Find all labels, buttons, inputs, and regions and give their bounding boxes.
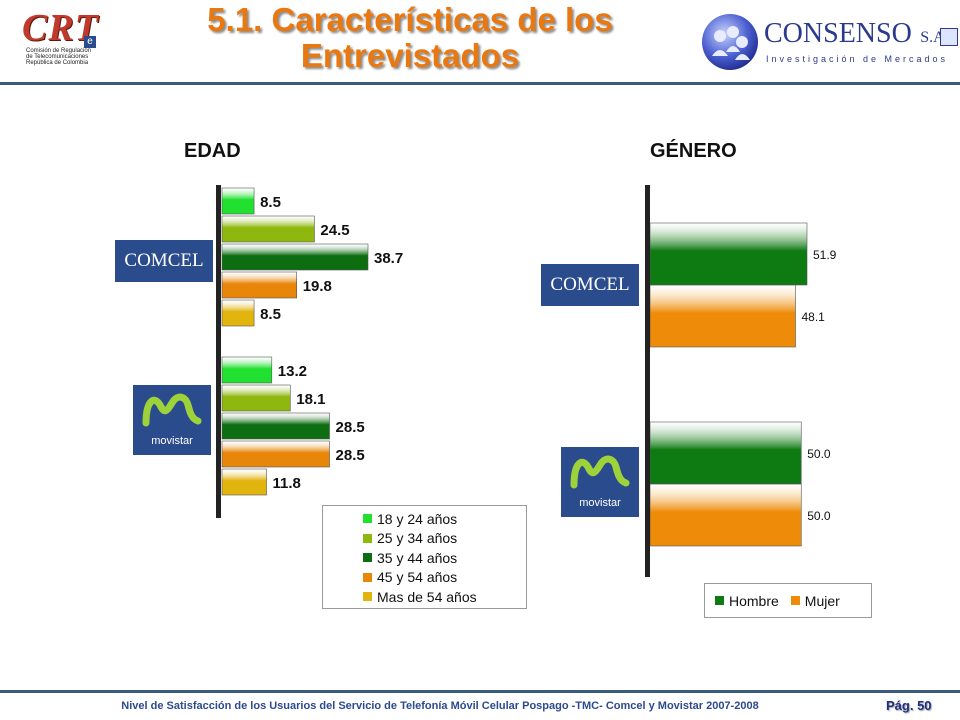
edad-axis bbox=[216, 185, 221, 518]
genero-chart: 51.9 48.1 50.0 50.0 bbox=[645, 185, 837, 577]
legend-swatch bbox=[363, 514, 372, 524]
edad-bar bbox=[221, 243, 369, 271]
edad-bar bbox=[221, 187, 255, 215]
consenso-globe-icon bbox=[702, 14, 758, 70]
edad-data-label: 11.8 bbox=[273, 475, 301, 492]
edad-bar bbox=[221, 215, 315, 243]
edad-legend: 18 y 24 años 25 y 34 años 35 y 44 años 45 y… bbox=[322, 505, 527, 609]
edad-bar bbox=[221, 356, 273, 384]
edad-data-label: 28.5 bbox=[336, 419, 365, 436]
genero-chart-title: GÉNERO bbox=[650, 140, 737, 162]
movistar-m-icon-2 bbox=[570, 455, 630, 489]
edad-bar bbox=[221, 412, 330, 440]
page-title-line2: Entrevistados bbox=[300, 37, 520, 74]
movistar-logo-genero: movistar bbox=[561, 447, 639, 517]
genero-bar bbox=[649, 421, 802, 485]
edad-data-label: 13.2 bbox=[278, 363, 307, 380]
edad-bar bbox=[221, 384, 291, 412]
genero-data-label: 50.0 bbox=[807, 509, 831, 523]
genero-legend: Hombre Mujer bbox=[704, 583, 872, 618]
edad-data-label: 19.8 bbox=[303, 278, 332, 295]
crt-logo-sub2: de Telecomunicaciones bbox=[26, 54, 89, 60]
edad-data-label: 38.7 bbox=[374, 250, 403, 267]
edad-legend-item: Mas de 54 años bbox=[363, 587, 477, 607]
edad-bar bbox=[221, 299, 255, 327]
header-divider bbox=[0, 82, 960, 85]
legend-label: 18 y 24 años bbox=[377, 510, 458, 527]
page-title: 5.1. Características de los Entrevistado… bbox=[150, 2, 670, 74]
legend-swatch bbox=[790, 596, 800, 606]
footer-text: Nivel de Satisfacción de los Usuarios de… bbox=[121, 700, 759, 712]
consenso-name: CONSENSO bbox=[764, 18, 912, 49]
consenso-tagline: Investigación de Mercados bbox=[766, 54, 949, 64]
legend-swatch bbox=[363, 592, 372, 602]
movistar-logo-text-2: movistar bbox=[579, 497, 621, 509]
page-number: Pág. 50 bbox=[886, 698, 932, 713]
edad-legend-item: 35 y 44 años bbox=[363, 548, 477, 568]
edad-data-label: 24.5 bbox=[320, 222, 349, 239]
edad-legend-item: 18 y 24 años bbox=[363, 509, 477, 529]
consenso-small-icon bbox=[940, 28, 958, 46]
legend-label: Hombre bbox=[729, 592, 779, 609]
legend-swatch bbox=[715, 596, 724, 606]
edad-data-label: 28.5 bbox=[336, 447, 365, 464]
genero-bar bbox=[649, 284, 796, 348]
crt-logo-sub3: República de Colombia bbox=[26, 60, 89, 66]
legend-label: 45 y 54 años bbox=[377, 569, 458, 586]
edad-legend-item: 45 y 54 años bbox=[363, 568, 477, 588]
crt-logo-e-icon: e bbox=[84, 36, 96, 48]
edad-chart: 8.5 24.5 38.7 19.8 8.5 13.2 18.1 28.5 28.5 11.8 bbox=[216, 185, 403, 518]
legend-swatch bbox=[363, 572, 372, 582]
consenso-logo: CONSENSO S.A. Investigación de Mercados bbox=[700, 10, 958, 74]
edad-data-label: 8.5 bbox=[260, 306, 281, 323]
footer-divider bbox=[0, 690, 960, 693]
legend-swatch bbox=[363, 553, 372, 563]
genero-bar bbox=[649, 222, 808, 286]
edad-chart-title: EDAD bbox=[184, 140, 241, 162]
movistar-logo-edad: movistar bbox=[133, 385, 211, 455]
edad-bar bbox=[221, 468, 267, 496]
genero-bar bbox=[649, 483, 802, 547]
crt-logo-sub1: Comisión de Regulación bbox=[26, 48, 92, 54]
legend-label: 35 y 44 años bbox=[377, 549, 458, 566]
edad-legend-item: 25 y 34 años bbox=[363, 529, 477, 549]
edad-data-label: 8.5 bbox=[260, 194, 281, 211]
legend-label: Mujer bbox=[804, 592, 840, 609]
edad-bar bbox=[221, 271, 297, 299]
edad-data-label: 18.1 bbox=[296, 391, 325, 408]
legend-label: 25 y 34 años bbox=[377, 530, 458, 547]
comcel-logo-text: COMCEL bbox=[124, 250, 204, 271]
page-title-line1: 5.1. Características de los bbox=[207, 1, 613, 38]
genero-legend-item: Hombre bbox=[715, 591, 779, 611]
crt-logo: CRT e Comisión de Regulación de Telecomu… bbox=[22, 8, 132, 78]
genero-data-label: 50.0 bbox=[807, 447, 831, 461]
comcel-logo-text-2: COMCEL bbox=[550, 274, 630, 295]
genero-legend-item: Mujer bbox=[790, 591, 840, 611]
comcel-logo-genero: COMCEL bbox=[541, 264, 639, 306]
legend-label: Mas de 54 años bbox=[377, 588, 477, 605]
comcel-logo-edad: COMCEL bbox=[115, 240, 213, 282]
genero-data-label: 51.9 bbox=[813, 248, 837, 262]
crt-logo-mark: CRT bbox=[22, 7, 99, 49]
movistar-logo-text: movistar bbox=[151, 435, 193, 447]
legend-swatch bbox=[363, 533, 372, 543]
genero-axis bbox=[645, 185, 650, 577]
genero-data-label: 48.1 bbox=[802, 310, 826, 324]
movistar-m-icon bbox=[142, 393, 202, 427]
edad-bar bbox=[221, 440, 330, 468]
